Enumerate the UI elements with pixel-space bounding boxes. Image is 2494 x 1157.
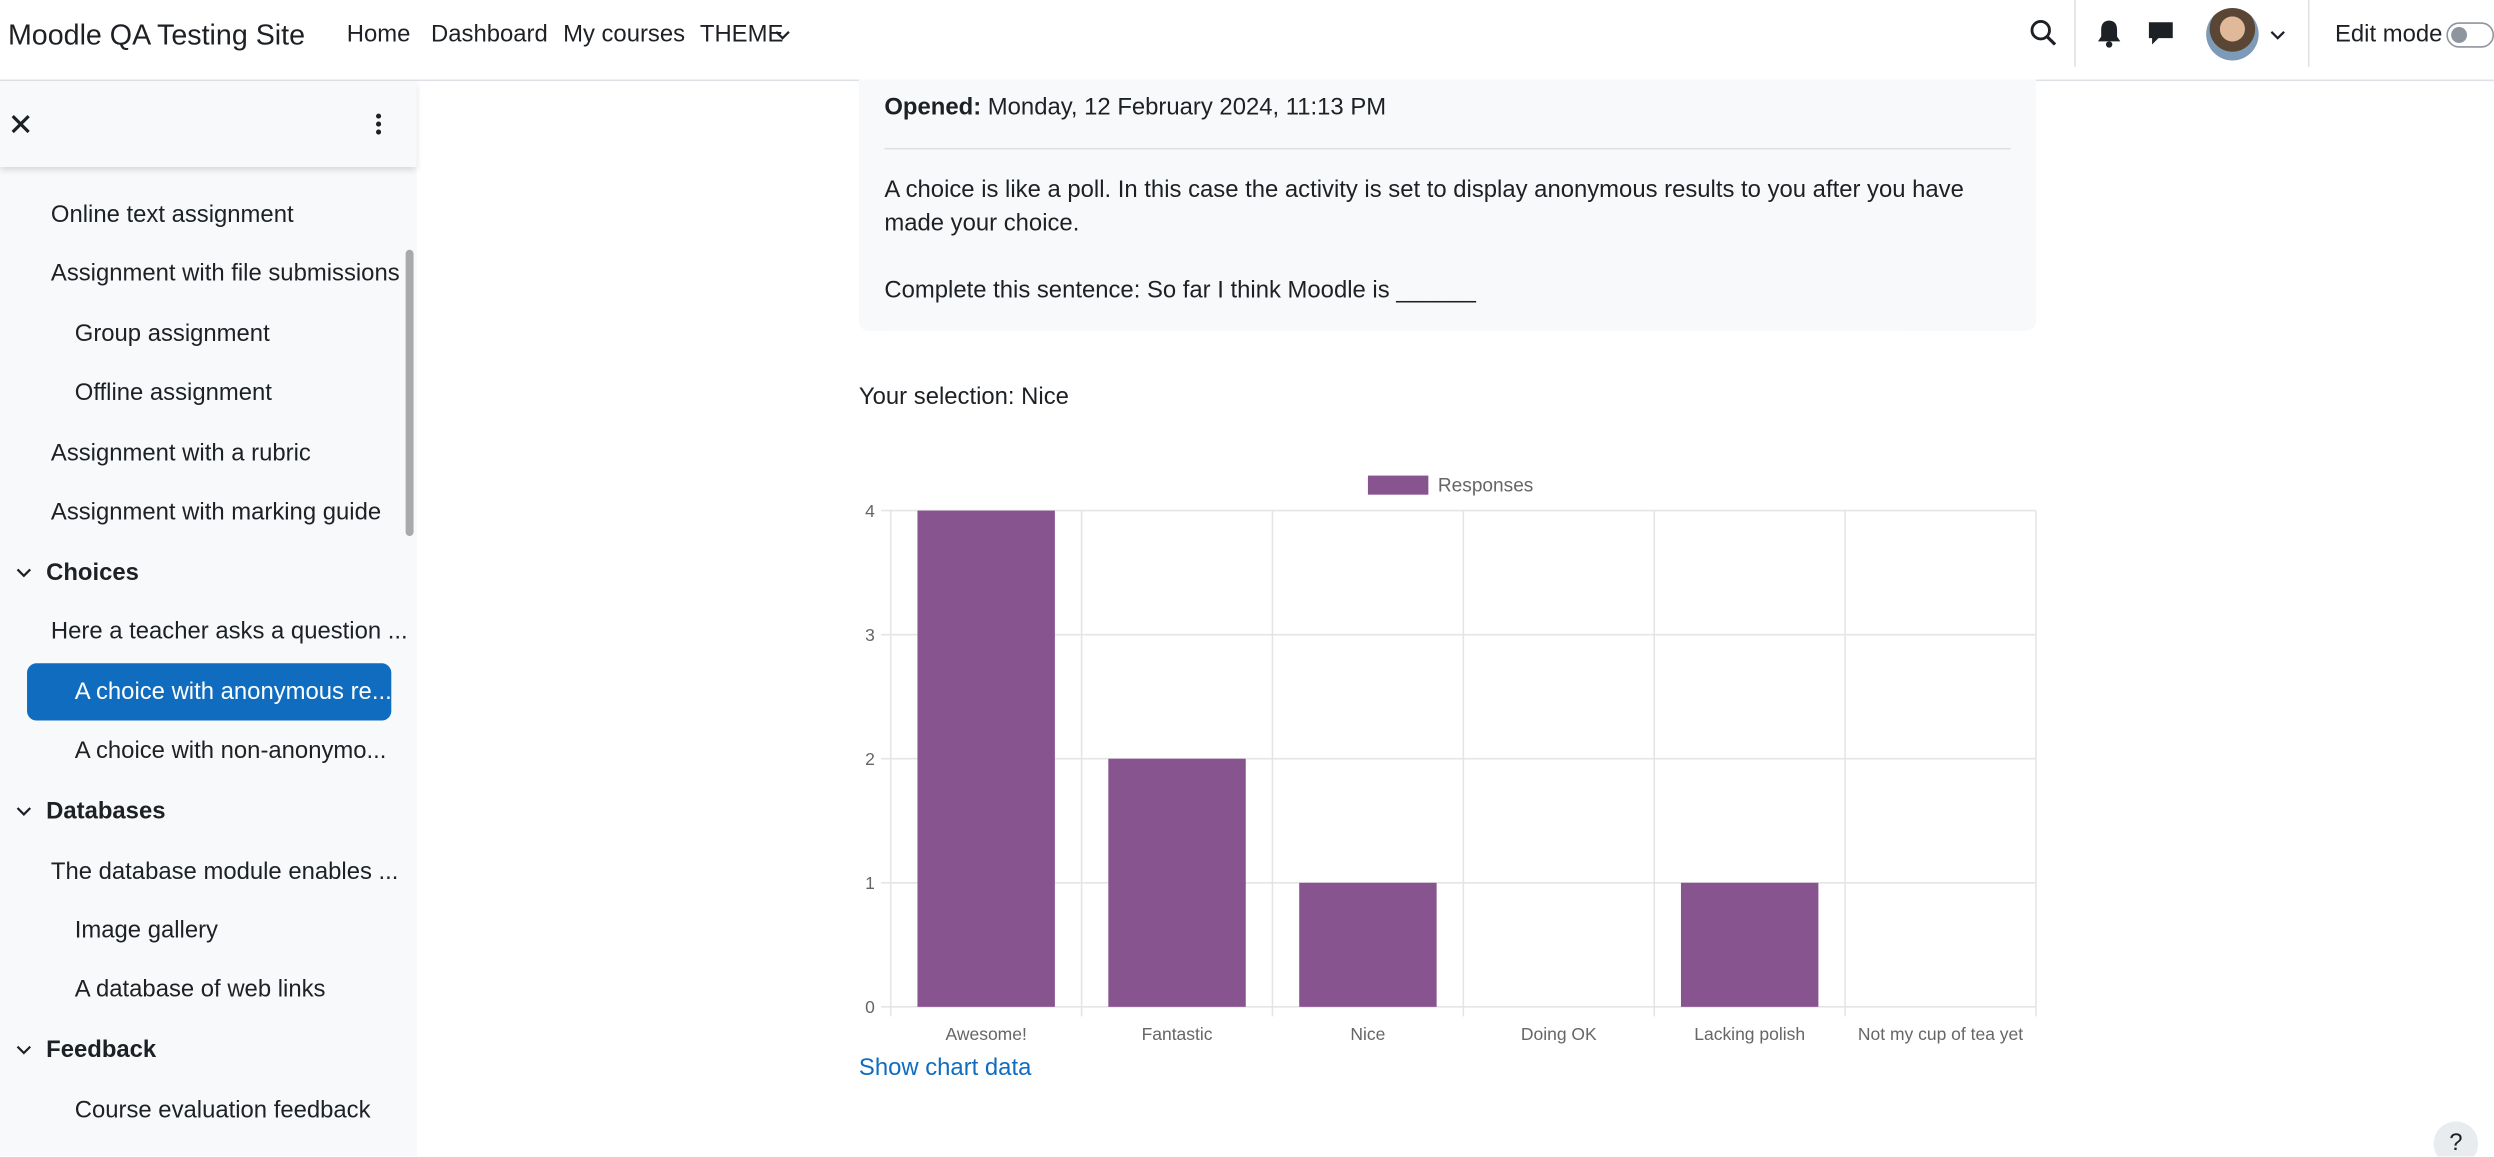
nav-link[interactable]: My courses bbox=[563, 20, 686, 48]
bar bbox=[917, 510, 1055, 1007]
y-tick-label: 3 bbox=[865, 625, 875, 645]
divider bbox=[2074, 0, 2076, 67]
course-index-item[interactable]: Assignment with marking guide bbox=[50, 498, 382, 526]
help-button[interactable]: ? bbox=[2433, 1121, 2479, 1157]
course-index-item[interactable]: A database of web links bbox=[74, 975, 326, 1003]
opened-label: Opened: bbox=[884, 93, 982, 121]
y-tick-label: 1 bbox=[865, 873, 875, 893]
chevron-icon[interactable] bbox=[16, 565, 32, 581]
bar bbox=[1299, 882, 1437, 1007]
navbar: Moodle QA Testing Site Home Dashboard My… bbox=[0, 0, 2494, 82]
show-chart-data-link[interactable]: Show chart data bbox=[858, 1054, 1032, 1082]
messages-icon[interactable] bbox=[2147, 19, 2176, 48]
nav-link[interactable]: Dashboard bbox=[431, 20, 548, 48]
course-index-item[interactable]: Online text assignment bbox=[50, 201, 294, 229]
bar bbox=[1680, 882, 1819, 1007]
selection: Your selection: Nice bbox=[858, 383, 1069, 411]
course-section[interactable]: Choices bbox=[46, 559, 139, 587]
description: A choice is like a poll. In this case th… bbox=[884, 176, 1964, 237]
course-index-item[interactable]: Assignment with file submissions bbox=[50, 260, 400, 288]
chevron-icon[interactable] bbox=[16, 803, 32, 819]
y-tick-label: 4 bbox=[865, 501, 875, 521]
course-index-item-active[interactable]: A choice with anonymous re... bbox=[74, 678, 392, 706]
course-index-item[interactable]: Group assignment bbox=[74, 320, 270, 348]
course-section[interactable]: Databases bbox=[46, 797, 166, 825]
course-index-item[interactable]: Course evaluation feedback bbox=[74, 1096, 371, 1124]
edit-mode-label: Edit mode bbox=[2335, 20, 2443, 48]
x-tick-label: Fantastic bbox=[1142, 1024, 1213, 1044]
separator bbox=[884, 147, 2011, 150]
activity-info: Opened: Monday, 12 February 2024, 11:13 … bbox=[858, 79, 2036, 331]
x-tick-label: Not my cup of tea yet bbox=[1858, 1024, 2023, 1044]
dropdown-icon bbox=[775, 31, 790, 40]
close-icon[interactable] bbox=[11, 114, 30, 134]
nav-link[interactable]: Home bbox=[346, 20, 411, 48]
notifications-icon[interactable] bbox=[2096, 19, 2121, 48]
course-index-item[interactable]: A choice with non-anonymo... bbox=[74, 737, 387, 765]
opened-value: Monday, 12 February 2024, 11:13 PM bbox=[987, 93, 1387, 121]
dropdown-icon bbox=[2270, 31, 2285, 40]
question: Complete this sentence: So far I think M… bbox=[884, 276, 1476, 304]
x-tick-label: Nice bbox=[1350, 1024, 1385, 1044]
course-index-item[interactable]: The database module enables ... bbox=[50, 858, 399, 886]
more-icon[interactable] bbox=[374, 111, 384, 136]
course-section[interactable]: Feedback bbox=[46, 1036, 157, 1064]
y-tick-label: 2 bbox=[865, 749, 875, 769]
x-tick-label: Lacking polish bbox=[1694, 1024, 1805, 1044]
x-tick-label: Awesome! bbox=[946, 1024, 1027, 1044]
course-index-item[interactable]: Here a teacher asks a question ... bbox=[50, 617, 408, 645]
divider bbox=[2307, 0, 2310, 67]
scrollbar bbox=[405, 249, 414, 537]
opened-date: Opened: Monday, 12 February 2024, 11:13 … bbox=[884, 91, 1386, 124]
legend-label: Responses bbox=[1438, 475, 1533, 496]
active-item-bg bbox=[27, 663, 392, 721]
x-tick-label: Doing OK bbox=[1521, 1024, 1597, 1044]
chart: 0 1 2 3 4 Awesome! Fantastic Nice Doing OK Lackin… bbox=[865, 475, 2037, 1044]
chevron-icon[interactable] bbox=[16, 1042, 32, 1058]
course-index-item[interactable]: Offline assignment bbox=[74, 379, 272, 407]
site-name[interactable]: Moodle QA Testing Site bbox=[7, 19, 306, 51]
y-tick-label: 0 bbox=[865, 997, 875, 1017]
search-icon[interactable] bbox=[2030, 19, 2059, 48]
course-index-item[interactable]: Image gallery bbox=[74, 916, 218, 945]
nav-link[interactable]: THEME bbox=[699, 20, 784, 48]
avatar[interactable] bbox=[2206, 7, 2259, 61]
course-index-item[interactable]: Assignment with a rubric bbox=[50, 439, 311, 467]
bar bbox=[1108, 758, 1246, 1007]
course-index: Online text assignment Assignment with f… bbox=[0, 81, 417, 1157]
edit-mode-toggle[interactable] bbox=[2446, 22, 2494, 48]
legend-swatch bbox=[1367, 475, 1429, 495]
drawer-header bbox=[0, 81, 417, 168]
